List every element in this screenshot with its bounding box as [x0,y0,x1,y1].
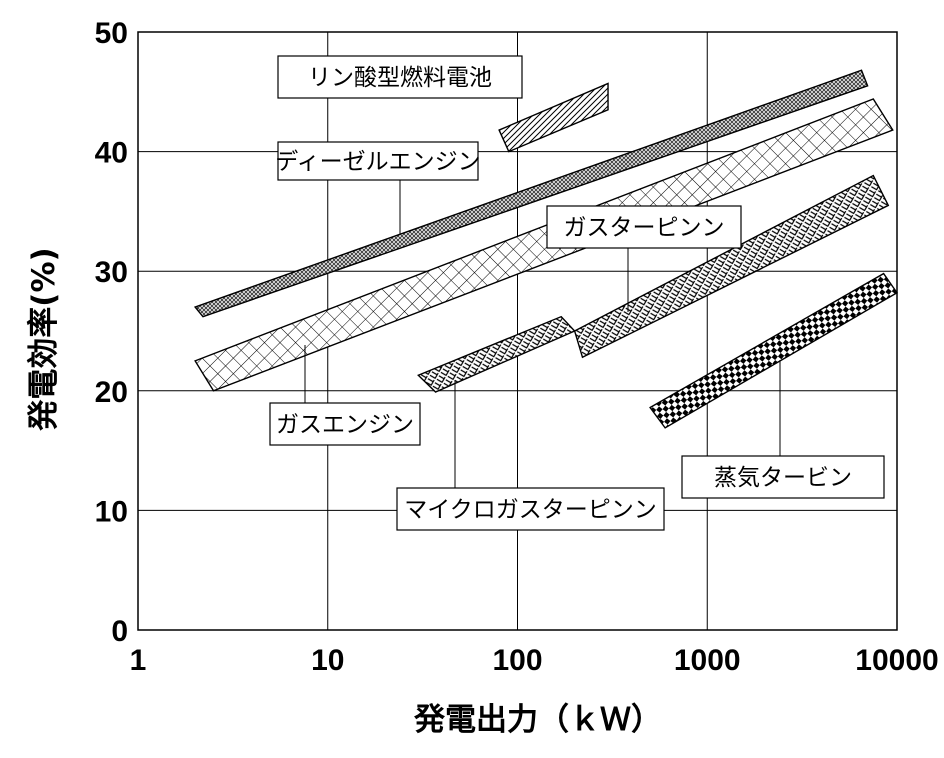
plot-frame [137,31,898,631]
x-tick-label: 1 [130,644,147,677]
annotation-box [396,487,665,531]
y-ticks: 0 10 20 30 40 50 [95,17,128,648]
x-axis-label: 発電出力（ｋＷ） [413,702,662,738]
annotation-label: リン酸型燃料電池 [308,65,492,91]
annotation-box [277,55,523,99]
y-tick-label: 20 [95,376,128,409]
x-tick-label: 10000 [855,644,938,677]
band-series-1 [193,69,869,318]
x-tick-label: 10 [311,644,344,677]
y-tick-label: 50 [95,17,128,50]
annotation-label: ガスエンジン [276,412,414,438]
annotation-box [546,205,742,249]
annotation-box [681,455,885,499]
annotation-label: ガスターピンン [564,215,725,241]
band-series-3 [417,315,576,393]
band-layer [193,69,899,429]
annotation-label: マイクロガスターピンン [404,497,657,523]
y-tick-label: 0 [111,615,128,648]
annotation-box [277,141,479,181]
x-tick-label: 100 [492,644,542,677]
band-series-5 [649,272,899,429]
annotation-label: ディーゼルエンジン [275,149,480,175]
y-axis-label: 発電効率(%) [26,247,62,431]
annotation-label: 蒸気タービン [714,465,852,491]
annotation-box [269,402,421,446]
y-tick-label: 30 [95,256,128,289]
x-tick-label: 1000 [674,644,741,677]
band-series-2 [194,98,894,392]
band-series-0 [498,82,609,153]
y-tick-label: 10 [95,495,128,528]
y-tick-label: 40 [95,137,128,170]
x-ticks: 1 10 100 1000 10000 [130,644,939,677]
leader-lines [304,180,781,488]
band-series-4 [573,174,890,359]
